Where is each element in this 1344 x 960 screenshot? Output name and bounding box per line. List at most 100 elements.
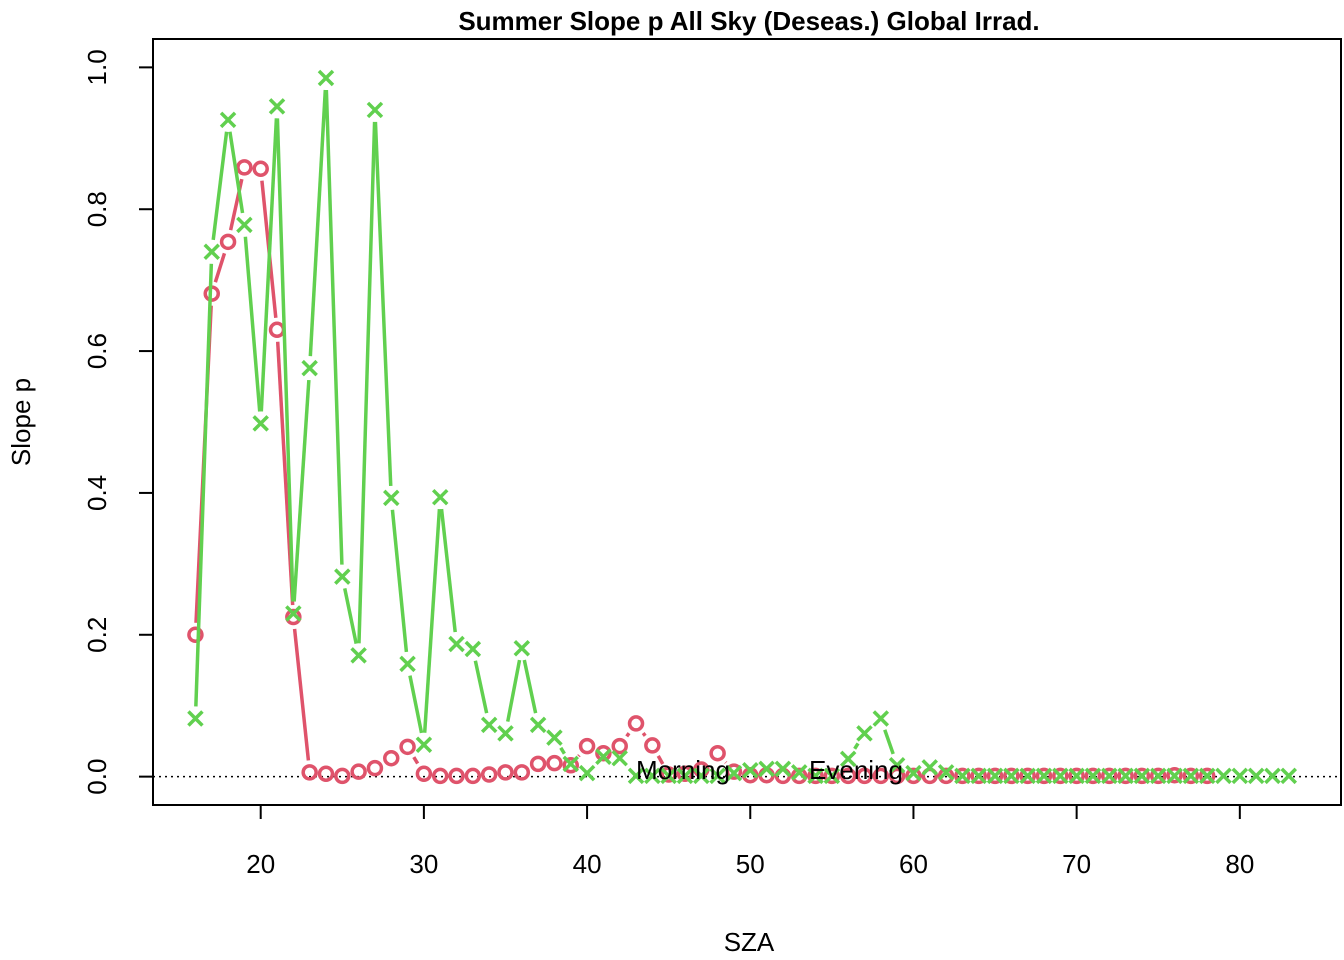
- evening-point: [383, 489, 400, 507]
- evening-point: [366, 101, 384, 119]
- morning-point: [839, 767, 857, 785]
- evening-point: [562, 755, 579, 773]
- evening-point: [627, 767, 645, 785]
- evening-point: [954, 767, 971, 785]
- evening-point: [1166, 767, 1183, 785]
- evening-line-segment: [324, 89, 344, 565]
- morning-point: [562, 757, 580, 774]
- evening-point: [839, 750, 857, 768]
- morning-point: [546, 754, 563, 772]
- legend-label-morning: Morning: [636, 755, 730, 785]
- evening-point: [676, 767, 694, 785]
- evening-point: [1084, 767, 1102, 785]
- x-tick-label: 20: [246, 849, 275, 879]
- morning-point: [1117, 767, 1134, 785]
- evening-point: [236, 216, 253, 234]
- morning-point: [285, 608, 302, 626]
- morning-point: [334, 767, 351, 785]
- morning-line-segment: [656, 755, 665, 765]
- y-tick-label: 0.2: [82, 617, 112, 653]
- evening-point: [872, 710, 890, 727]
- evening-point: [1264, 767, 1281, 785]
- morning-point: [431, 767, 449, 785]
- morning-point: [954, 767, 971, 785]
- morning-point: [611, 737, 628, 755]
- evening-line-segment: [275, 118, 295, 602]
- y-axis-label: Slope p: [6, 378, 36, 466]
- evening-point: [1003, 767, 1020, 785]
- evening-line-segment: [422, 509, 442, 733]
- morning-point: [366, 759, 384, 777]
- y-tick-label: 1.0: [82, 49, 112, 85]
- morning-point: [1182, 767, 1200, 785]
- x-axis-label: SZA: [724, 927, 775, 957]
- evening-point: [187, 710, 204, 727]
- morning-point: [415, 765, 433, 783]
- morning-point: [497, 764, 514, 781]
- evening-point: [921, 759, 939, 776]
- morning-point: [905, 767, 922, 785]
- evening-line-segment: [559, 746, 566, 755]
- x-tick-label: 40: [573, 849, 602, 879]
- evening-point: [595, 748, 612, 766]
- evening-point: [448, 635, 465, 653]
- evening-point: [742, 762, 759, 779]
- evening-line-segment: [243, 236, 262, 412]
- evening-point: [970, 767, 987, 785]
- morning-point: [1133, 767, 1151, 785]
- evening-line-segment: [853, 742, 860, 750]
- morning-point: [856, 767, 873, 785]
- morning-point: [660, 766, 677, 783]
- morning-point: [644, 737, 661, 754]
- legend-label-evening: Evening: [809, 755, 903, 785]
- evening-point: [1035, 767, 1053, 785]
- morning-point: [595, 744, 612, 762]
- evening-point: [937, 764, 955, 781]
- y-tick-label: 0.0: [82, 759, 112, 795]
- evening-point: [1133, 767, 1151, 785]
- evening-point: [252, 415, 269, 432]
- evening-point: [1247, 767, 1265, 785]
- evening-line-segment: [373, 121, 393, 486]
- evening-point: [790, 764, 808, 781]
- evening-line-segment: [439, 508, 457, 633]
- morning-series: [187, 159, 1216, 785]
- morning-point: [464, 767, 482, 785]
- morning-point: [1068, 767, 1085, 785]
- series-layer: [187, 69, 1298, 785]
- morning-point: [187, 626, 204, 644]
- evening-point: [334, 568, 351, 585]
- evening-point: [350, 647, 367, 664]
- morning-point: [1166, 766, 1183, 784]
- evening-point: [480, 716, 498, 734]
- morning-point: [383, 749, 400, 767]
- evening-line-segment: [473, 660, 489, 714]
- evening-point: [301, 359, 318, 377]
- evening-line-segment: [259, 118, 279, 412]
- evening-point: [1182, 767, 1200, 785]
- evening-point: [285, 605, 302, 622]
- evening-point: [644, 767, 661, 785]
- evening-line-segment: [357, 121, 377, 644]
- morning-point: [627, 715, 645, 732]
- evening-line-segment: [292, 379, 311, 602]
- evening-point: [1149, 767, 1167, 785]
- y-tick-label: 0.4: [82, 475, 112, 511]
- axes: 20 30 40 50 60 70 80 0.0 0.2 0.4 0.6 0.8 1.0: [82, 49, 1254, 879]
- evening-point: [611, 749, 628, 767]
- evening-point: [497, 725, 514, 742]
- morning-point: [970, 767, 987, 785]
- morning-point: [790, 767, 808, 785]
- evening-line-segment: [211, 131, 229, 241]
- morning-point: [676, 765, 694, 783]
- morning-point: [219, 233, 237, 251]
- evening-point: [758, 760, 775, 778]
- morning-point: [807, 767, 824, 785]
- morning-point: [236, 159, 253, 176]
- morning-point: [350, 763, 367, 780]
- evening-point: [823, 767, 841, 785]
- morning-point: [529, 755, 547, 773]
- morning-point: [399, 738, 416, 756]
- evening-point: [709, 767, 726, 785]
